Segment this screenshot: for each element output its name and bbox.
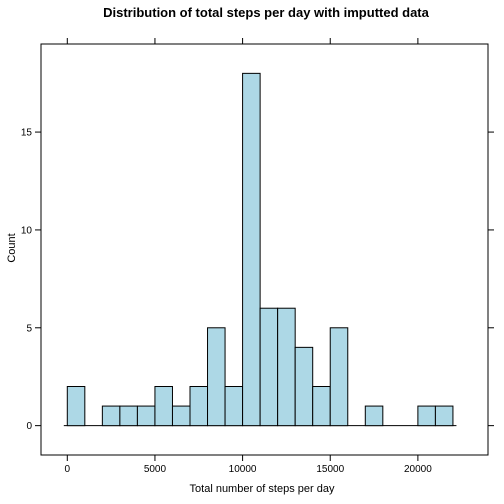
y-axis: 0 5 10 15 <box>21 128 494 432</box>
histogram-bar <box>136 405 156 427</box>
histogram-bar <box>259 307 279 427</box>
y-tick-label: 5 <box>26 323 32 334</box>
histogram-bar <box>277 307 296 427</box>
y-tick-label: 15 <box>21 128 33 139</box>
histogram-bar <box>294 346 314 427</box>
histogram-bar <box>66 386 86 427</box>
x-tick-label: 10000 <box>229 464 257 475</box>
histogram-bar <box>364 405 384 427</box>
histogram-bar <box>101 405 121 427</box>
histogram-bar <box>224 386 244 427</box>
x-tick-label: 0 <box>65 464 71 475</box>
x-axis: 0 5000 10000 15000 20000 <box>65 38 432 475</box>
plot-area <box>63 72 457 427</box>
histogram-bar <box>207 327 226 427</box>
y-axis-label: Count <box>6 233 18 262</box>
histogram-bar <box>329 327 349 427</box>
histogram-bar <box>189 386 209 427</box>
x-tick-label: 5000 <box>144 464 167 475</box>
histogram-bar <box>119 405 138 427</box>
histogram-bar <box>171 405 191 427</box>
y-tick-label: 10 <box>21 225 33 236</box>
x-tick-label: 15000 <box>316 464 344 475</box>
chart-title: Distribution of total steps per day with… <box>103 5 430 20</box>
x-tick-label: 20000 <box>404 464 432 475</box>
histogram-bar <box>417 405 436 427</box>
plot-frame <box>40 43 489 456</box>
x-axis-label: Total number of steps per day <box>190 483 335 495</box>
histogram-bar <box>242 72 261 427</box>
histogram-bar <box>312 386 331 427</box>
y-tick-label: 0 <box>26 421 32 432</box>
histogram-bar <box>434 405 454 427</box>
histogram-bar <box>154 386 173 427</box>
